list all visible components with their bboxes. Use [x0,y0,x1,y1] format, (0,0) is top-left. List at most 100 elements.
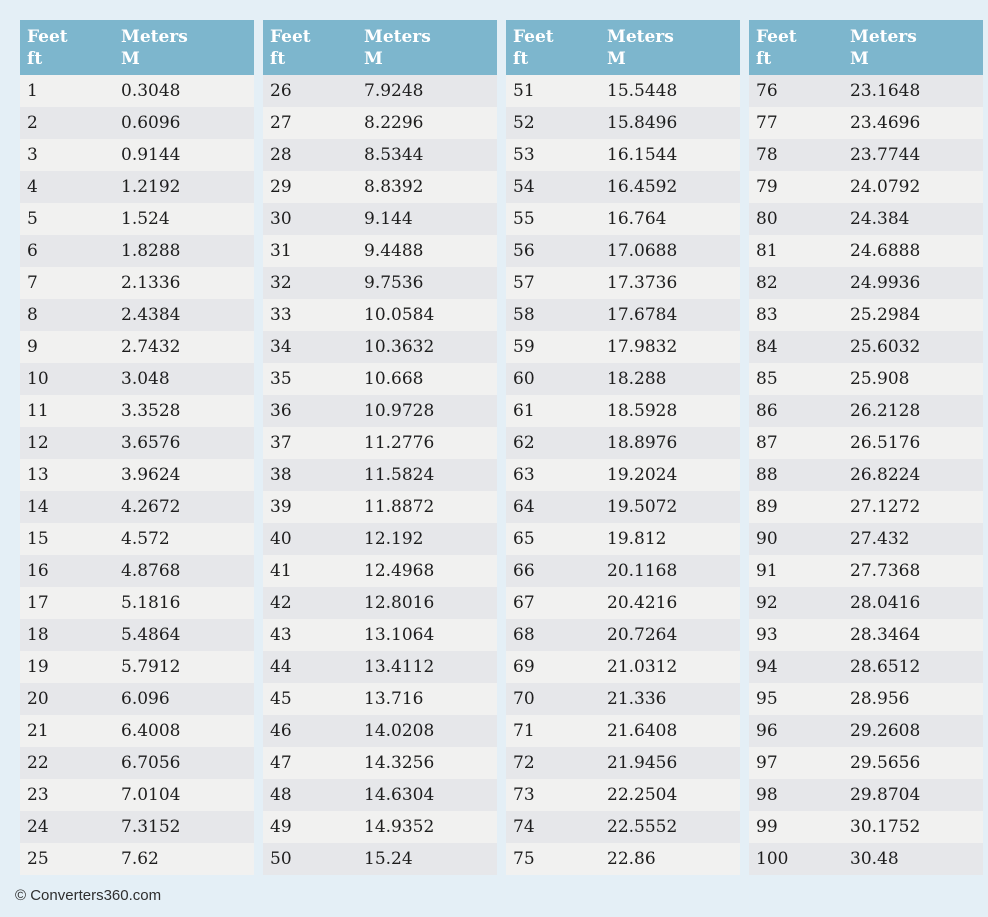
feet-header-unit: ft [27,49,43,69]
table-row: 47 14.3256 [263,747,497,779]
feet-header-unit: ft [756,49,772,69]
meters-header-label: Meters [364,27,431,47]
copyright-footer: © Converters360.com [15,887,162,904]
feet-value: 67 [513,593,535,613]
feet-value: 71 [513,721,535,741]
feet-value: 25 [27,849,49,869]
table-row: 90 27.432 [749,523,983,555]
table-row: 57 17.3736 [506,267,740,299]
meters-value: 5.7912 [121,657,181,677]
meters-value: 4.2672 [121,497,181,517]
feet-value: 29 [270,177,292,197]
meters-value: 22.86 [607,849,656,869]
meters-value: 14.3256 [364,753,435,773]
meters-header-unit: M [607,49,626,69]
table-row: 83 25.2984 [749,299,983,331]
table-row: 4 1.2192 [20,171,254,203]
meters-value: 24.384 [850,209,910,229]
feet-value: 57 [513,273,535,293]
table-row: 24 7.3152 [20,811,254,843]
feet-value: 99 [756,817,778,837]
table-body: 26 7.9248 27 8.2296 28 8.5344 29 8.8392 30 9.144 3… [263,75,497,875]
table-row: 28 8.5344 [263,139,497,171]
meters-value: 6.096 [121,689,170,709]
meters-value: 18.5928 [607,401,678,421]
meters-value: 9.4488 [364,241,424,261]
feet-value: 75 [513,849,535,869]
table-row: 87 26.5176 [749,427,983,459]
feet-value: 35 [270,369,292,389]
table-row: 72 21.9456 [506,747,740,779]
meters-header-unit: M [850,49,869,69]
meters-value: 30.48 [850,849,899,869]
table-row: 13 3.9624 [20,459,254,491]
feet-value: 10 [27,369,49,389]
meters-value: 23.7744 [850,145,921,165]
feet-value: 2 [27,113,38,133]
meters-value: 14.0208 [364,721,435,741]
meters-value: 26.5176 [850,433,921,453]
feet-value: 63 [513,465,535,485]
feet-value: 36 [270,401,292,421]
table-row: 39 11.8872 [263,491,497,523]
meters-value: 5.4864 [121,625,181,645]
feet-value: 91 [756,561,778,581]
table-row: 77 23.4696 [749,107,983,139]
feet-value: 56 [513,241,535,261]
feet-header-cell: Feet ft [756,26,850,75]
table-body: 1 0.3048 2 0.6096 3 0.9144 4 1.2192 5 1.524 6 1.828… [20,75,254,875]
meters-value: 10.668 [364,369,424,389]
feet-value: 26 [270,81,292,101]
table-body: 76 23.1648 77 23.4696 78 23.7744 79 24.0792 80 24… [749,75,983,875]
feet-value: 19 [27,657,49,677]
table-row: 48 14.6304 [263,779,497,811]
meters-value: 16.4592 [607,177,678,197]
meters-value: 8.8392 [364,177,424,197]
feet-value: 51 [513,81,535,101]
meters-value: 19.5072 [607,497,678,517]
table-row: 96 29.2608 [749,715,983,747]
meters-header-cell: Meters M [607,26,740,75]
feet-value: 39 [270,497,292,517]
feet-value: 4 [27,177,38,197]
feet-value: 72 [513,753,535,773]
conversion-table: Feet ft Meters M 26 7.9248 27 8.2296 28 8.534… [263,20,497,875]
meters-value: 2.4384 [121,305,181,325]
feet-value: 21 [27,721,49,741]
table-row: 9 2.7432 [20,331,254,363]
table-row: 14 4.2672 [20,491,254,523]
table-row: 53 16.1544 [506,139,740,171]
feet-value: 9 [27,337,38,357]
table-row: 42 12.8016 [263,587,497,619]
table-row: 92 28.0416 [749,587,983,619]
meters-value: 12.4968 [364,561,435,581]
meters-value: 7.3152 [121,817,181,837]
meters-value: 8.5344 [364,145,424,165]
feet-value: 5 [27,209,38,229]
feet-value: 18 [27,625,49,645]
meters-value: 24.9936 [850,273,921,293]
table-row: 61 18.5928 [506,395,740,427]
meters-value: 5.1816 [121,593,181,613]
feet-value: 73 [513,785,535,805]
conversion-table: Feet ft Meters M 1 0.3048 2 0.6096 3 0.9144 4 1… [20,20,254,875]
meters-header-unit: M [121,49,140,69]
table-row: 84 25.6032 [749,331,983,363]
feet-value: 46 [270,721,292,741]
table-row: 40 12.192 [263,523,497,555]
meters-value: 21.0312 [607,657,678,677]
feet-value: 86 [756,401,778,421]
meters-value: 28.6512 [850,657,921,677]
meters-value: 16.764 [607,209,667,229]
feet-value: 7 [27,273,38,293]
feet-value: 55 [513,209,535,229]
table-row: 12 3.6576 [20,427,254,459]
table-row: 82 24.9936 [749,267,983,299]
feet-value: 15 [27,529,49,549]
meters-value: 17.3736 [607,273,678,293]
table-row: 37 11.2776 [263,427,497,459]
meters-value: 23.1648 [850,81,921,101]
feet-value: 45 [270,689,292,709]
table-row: 68 20.7264 [506,619,740,651]
meters-value: 28.956 [850,689,910,709]
